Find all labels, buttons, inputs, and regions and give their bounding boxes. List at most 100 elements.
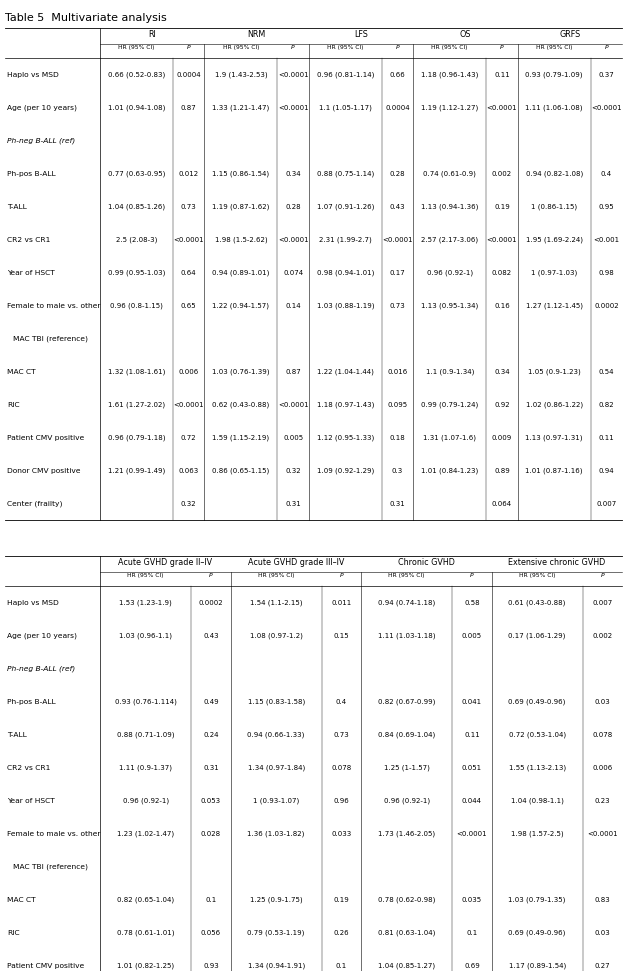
Text: 1.01 (0.87-1.16): 1.01 (0.87-1.16)	[526, 467, 583, 474]
Text: 0.69: 0.69	[464, 962, 480, 968]
Text: 0.34: 0.34	[286, 171, 301, 177]
Text: 0.82: 0.82	[599, 401, 614, 408]
Text: 1.23 (1.02-1.47): 1.23 (1.02-1.47)	[117, 830, 174, 837]
Text: 0.035: 0.035	[462, 896, 482, 902]
Text: RI: RI	[148, 30, 156, 39]
Text: 0.98 (0.94-1.01): 0.98 (0.94-1.01)	[317, 269, 374, 276]
Text: 0.34: 0.34	[494, 369, 510, 375]
Text: 0.28: 0.28	[286, 204, 301, 210]
Text: 1.18 (0.97-1.43): 1.18 (0.97-1.43)	[317, 401, 374, 408]
Text: 0.17 (1.06-1.29): 0.17 (1.06-1.29)	[509, 632, 566, 639]
Text: 0.83: 0.83	[594, 896, 610, 902]
Text: RIC: RIC	[7, 401, 19, 408]
Text: 1.12 (0.95-1.33): 1.12 (0.95-1.33)	[317, 434, 374, 441]
Text: 0.94 (0.74-1.18): 0.94 (0.74-1.18)	[378, 599, 435, 606]
Text: 0.31: 0.31	[389, 500, 406, 507]
Text: 1 (0.97-1.03): 1 (0.97-1.03)	[531, 269, 578, 276]
Text: 1.09 (0.92-1.29): 1.09 (0.92-1.29)	[317, 467, 374, 474]
Text: 1.95 (1.69-2.24): 1.95 (1.69-2.24)	[526, 236, 582, 243]
Text: 0.66: 0.66	[389, 72, 406, 78]
Text: 0.94 (0.82-1.08): 0.94 (0.82-1.08)	[526, 170, 582, 177]
Text: Patient CMV positive: Patient CMV positive	[7, 962, 84, 968]
Text: 0.72: 0.72	[181, 434, 196, 441]
Text: 0.051: 0.051	[462, 764, 482, 771]
Text: 0.1: 0.1	[205, 896, 216, 902]
Text: HR (95% CI): HR (95% CI)	[519, 573, 556, 578]
Text: 0.99 (0.95-1.03): 0.99 (0.95-1.03)	[108, 269, 165, 276]
Text: 0.007: 0.007	[596, 500, 616, 507]
Text: HR (95% CI): HR (95% CI)	[222, 45, 259, 50]
Text: 0.94 (0.89-1.01): 0.94 (0.89-1.01)	[213, 269, 269, 276]
Text: 0.002: 0.002	[492, 171, 512, 177]
Text: 1.01 (0.94-1.08): 1.01 (0.94-1.08)	[108, 104, 165, 111]
Text: 0.1: 0.1	[336, 962, 347, 968]
Text: 0.016: 0.016	[388, 369, 408, 375]
Text: 0.011: 0.011	[331, 599, 351, 606]
Text: 0.14: 0.14	[286, 303, 301, 309]
Text: 0.0002: 0.0002	[199, 599, 223, 606]
Text: 0.033: 0.033	[331, 830, 351, 836]
Text: GRFS: GRFS	[559, 30, 581, 39]
Text: P: P	[339, 573, 343, 578]
Text: 0.044: 0.044	[462, 797, 482, 803]
Text: 0.1: 0.1	[466, 929, 478, 935]
Text: MAC TBI (reference): MAC TBI (reference)	[13, 335, 88, 342]
Text: 1.13 (0.94-1.36): 1.13 (0.94-1.36)	[421, 203, 478, 210]
Text: 0.81 (0.63-1.04): 0.81 (0.63-1.04)	[378, 929, 436, 936]
Text: 1.03 (0.76-1.39): 1.03 (0.76-1.39)	[213, 368, 270, 375]
Text: 0.32: 0.32	[181, 500, 196, 507]
Text: <0.0001: <0.0001	[487, 105, 518, 111]
Text: 0.4: 0.4	[601, 171, 612, 177]
Text: P: P	[396, 45, 399, 50]
Text: 0.87: 0.87	[285, 369, 301, 375]
Text: 0.078: 0.078	[331, 764, 351, 771]
Text: 0.73: 0.73	[181, 204, 197, 210]
Text: 0.96: 0.96	[334, 797, 349, 803]
Text: 0.0004: 0.0004	[385, 105, 410, 111]
Text: <0.0001: <0.0001	[591, 105, 622, 111]
Text: 0.078: 0.078	[592, 731, 612, 738]
Text: T-ALL: T-ALL	[7, 204, 27, 210]
Text: 1.34 (0.94-1.91): 1.34 (0.94-1.91)	[248, 962, 305, 969]
Text: Chronic GVHD: Chronic GVHD	[398, 558, 455, 567]
Text: 0.0002: 0.0002	[594, 303, 619, 309]
Text: 1.27 (1.12-1.45): 1.27 (1.12-1.45)	[526, 302, 582, 309]
Text: 0.063: 0.063	[179, 467, 199, 474]
Text: HR (95% CI): HR (95% CI)	[118, 45, 155, 50]
Text: 1.04 (0.98-1.1): 1.04 (0.98-1.1)	[511, 797, 564, 804]
Text: T-ALL: T-ALL	[7, 731, 27, 738]
Text: HR (95% CI): HR (95% CI)	[431, 45, 468, 50]
Text: 1.59 (1.15-2.19): 1.59 (1.15-2.19)	[213, 434, 269, 441]
Text: 1.01 (0.82-1.25): 1.01 (0.82-1.25)	[117, 962, 174, 969]
Text: 1.33 (1.21-1.47): 1.33 (1.21-1.47)	[213, 104, 269, 111]
Text: 1.11 (1.03-1.18): 1.11 (1.03-1.18)	[378, 632, 436, 639]
Text: <0.0001: <0.0001	[278, 105, 309, 111]
Text: 0.74 (0.61-0.9): 0.74 (0.61-0.9)	[423, 170, 476, 177]
Text: 0.69 (0.49-0.96): 0.69 (0.49-0.96)	[509, 698, 566, 705]
Text: Center (frailty): Center (frailty)	[7, 500, 63, 507]
Text: <0.0001: <0.0001	[278, 401, 309, 408]
Text: 1.08 (0.97-1.2): 1.08 (0.97-1.2)	[250, 632, 302, 639]
Text: 0.96 (0.92-1): 0.96 (0.92-1)	[122, 797, 169, 804]
Text: Ph-pos B-ALL: Ph-pos B-ALL	[7, 171, 56, 177]
Text: HR (95% CI): HR (95% CI)	[536, 45, 572, 50]
Text: 0.37: 0.37	[599, 72, 614, 78]
Text: 0.96 (0.92-1): 0.96 (0.92-1)	[427, 269, 472, 276]
Text: 0.16: 0.16	[494, 303, 510, 309]
Text: <0.0001: <0.0001	[278, 237, 309, 243]
Text: 0.006: 0.006	[592, 764, 612, 771]
Text: 0.24: 0.24	[203, 731, 219, 738]
Text: 1.32 (1.08-1.61): 1.32 (1.08-1.61)	[108, 368, 165, 375]
Text: 0.012: 0.012	[179, 171, 199, 177]
Text: 1.98 (1.57-2.5): 1.98 (1.57-2.5)	[511, 830, 564, 837]
Text: 1.53 (1.23-1.9): 1.53 (1.23-1.9)	[119, 599, 172, 606]
Text: 0.0004: 0.0004	[176, 72, 201, 78]
Text: 0.19: 0.19	[494, 204, 510, 210]
Text: Age (per 10 years): Age (per 10 years)	[7, 104, 77, 111]
Text: 2.5 (2.08-3): 2.5 (2.08-3)	[116, 236, 158, 243]
Text: 0.31: 0.31	[285, 500, 301, 507]
Text: 0.11: 0.11	[464, 731, 480, 738]
Text: 0.96 (0.79-1.18): 0.96 (0.79-1.18)	[107, 434, 165, 441]
Text: RIC: RIC	[7, 929, 19, 935]
Text: 1.13 (0.95-1.34): 1.13 (0.95-1.34)	[421, 302, 478, 309]
